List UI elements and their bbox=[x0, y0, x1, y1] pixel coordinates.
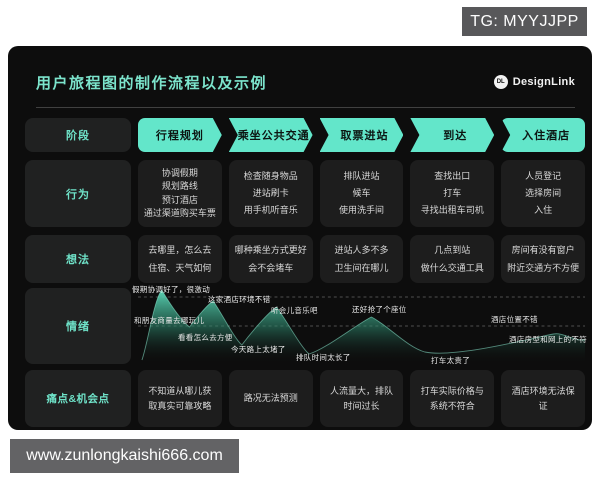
card-header: 用户旅程图的制作流程以及示例 DL DesignLink bbox=[25, 72, 585, 92]
behavior-item: 进站刷卡 bbox=[252, 188, 289, 199]
thought-row: 想法 去哪里，怎么去 住宿、天气如何 哪种乘坐方式更好 会不会堵车 进站人多不多… bbox=[25, 235, 585, 283]
emotion-area-chart-svg bbox=[138, 289, 585, 364]
emotion-annotation: 看看怎么去方便 bbox=[178, 333, 233, 342]
thought-item: 去哪里，怎么去 bbox=[148, 244, 212, 255]
pain-cell: 路况无法预测 bbox=[228, 370, 313, 427]
thought-cell: 房间有没有窗户 附近交通方不方便 bbox=[501, 235, 585, 283]
behavior-cell: 查找出口 打车 寻找出租车司机 bbox=[410, 160, 495, 227]
behavior-item: 查找出口 bbox=[434, 171, 471, 182]
stage-arrow-hotel-checkin: 入住酒店 bbox=[501, 118, 585, 152]
thought-item: 几点到站 bbox=[434, 244, 471, 255]
behavior-item: 打车 bbox=[443, 188, 462, 199]
thought-cell: 进站人多不多 卫生间在哪儿 bbox=[319, 235, 404, 283]
emotion-annotation: 这家酒店环境不错 bbox=[208, 295, 271, 304]
thought-row-label: 想法 bbox=[25, 235, 131, 283]
behavior-item: 排队进站 bbox=[343, 171, 380, 182]
behavior-item: 协调假期 bbox=[161, 167, 198, 178]
emotion-annotation: 假期协调好了，很激动 bbox=[132, 285, 210, 294]
website-watermark-badge: www.zunlongkaishi666.com bbox=[10, 439, 239, 473]
brand-monogram-icon: DL bbox=[493, 75, 508, 89]
emotion-row-label: 情绪 bbox=[25, 288, 131, 364]
thought-cell: 去哪里，怎么去 住宿、天气如何 bbox=[138, 235, 222, 283]
behavior-row: 行为 协调假期 规划路线 预订酒店 通过渠道购买车票 检查随身物品 进站刷卡 用… bbox=[25, 160, 585, 227]
thought-item: 住宿、天气如何 bbox=[148, 262, 212, 273]
stage-row-label: 阶段 bbox=[25, 118, 131, 152]
thought-item: 房间有没有窗户 bbox=[511, 244, 575, 255]
thought-item: 哪种乘坐方式更好 bbox=[234, 244, 307, 255]
thought-cell: 哪种乘坐方式更好 会不会堵车 bbox=[228, 235, 313, 283]
behavior-cell: 检查随身物品 进站刷卡 用手机听音乐 bbox=[228, 160, 313, 227]
header-divider bbox=[36, 107, 575, 108]
pain-cell: 打车实际价格与系统不符合 bbox=[410, 370, 495, 427]
thought-item: 进站人多不多 bbox=[334, 244, 389, 255]
tg-watermark-badge: TG: MYYJJPP bbox=[462, 7, 587, 36]
emotion-annotation: 听会儿音乐吧 bbox=[271, 306, 318, 315]
brand-logo: DL DesignLink bbox=[493, 75, 575, 89]
behavior-cell: 人员登记 选择房间 入住 bbox=[501, 160, 585, 227]
pain-row-label: 痛点&机会点 bbox=[25, 370, 131, 427]
pain-cell: 不知道从哪儿获取真实可靠攻略 bbox=[138, 370, 222, 427]
emotion-row: 情绪 假期协调好了，很激动 这家酒店环境不错 bbox=[25, 285, 587, 365]
behavior-item: 使用洗手间 bbox=[338, 205, 384, 216]
stage-arrow-ticket-entry: 取票进站 bbox=[320, 118, 404, 152]
emotion-annotation: 酒店房型和网上的不符 bbox=[509, 335, 587, 344]
behavior-cell: 排队进站 候车 使用洗手间 bbox=[319, 160, 404, 227]
thought-item: 会不会堵车 bbox=[248, 262, 294, 273]
behavior-item: 候车 bbox=[352, 188, 371, 199]
behavior-item: 通过渠道购买车票 bbox=[143, 208, 216, 219]
thought-item: 做什么交通工具 bbox=[420, 262, 484, 273]
pain-row: 痛点&机会点 不知道从哪儿获取真实可靠攻略 路况无法预测 人流量大，排队时间过长… bbox=[25, 370, 585, 427]
emotion-curve-chart: 假期协调好了，很激动 这家酒店环境不错 和朋友商量去哪玩儿 看看怎么去方便 今天… bbox=[132, 285, 587, 365]
behavior-item: 人员登记 bbox=[525, 171, 562, 182]
thought-cell: 几点到站 做什么交通工具 bbox=[410, 235, 495, 283]
behavior-item: 检查随身物品 bbox=[243, 171, 298, 182]
behavior-item: 预订酒店 bbox=[161, 194, 198, 205]
behavior-item: 选择房间 bbox=[525, 188, 562, 199]
emotion-annotation: 今天路上太堵了 bbox=[231, 345, 286, 354]
emotion-annotation: 和朋友商量去哪玩儿 bbox=[134, 316, 205, 325]
journey-map-card: 用户旅程图的制作流程以及示例 DL DesignLink 阶段 行程规划 乘坐公… bbox=[8, 46, 592, 430]
behavior-row-label: 行为 bbox=[25, 160, 131, 227]
emotion-annotation: 排队时间太长了 bbox=[296, 353, 351, 362]
thought-item: 卫生间在哪儿 bbox=[334, 262, 389, 273]
page-title: 用户旅程图的制作流程以及示例 bbox=[36, 74, 268, 92]
behavior-item: 规划路线 bbox=[161, 181, 198, 192]
emotion-area-path bbox=[141, 290, 585, 364]
emotion-annotation: 酒店位置不错 bbox=[491, 315, 538, 324]
behavior-item: 入住 bbox=[534, 205, 553, 216]
stage-row: 阶段 行程规划 乘坐公共交通 取票进站 到达 入住酒店 bbox=[25, 118, 585, 152]
behavior-item: 寻找出租车司机 bbox=[420, 205, 484, 216]
pain-cell: 人流量大，排队时间过长 bbox=[319, 370, 404, 427]
emotion-annotation: 打车太贵了 bbox=[431, 356, 470, 365]
emotion-annotation: 还好抢了个座位 bbox=[352, 305, 407, 314]
stage-arrow-trip-planning: 行程规划 bbox=[138, 118, 222, 152]
pain-cell: 酒店环境无法保证 bbox=[501, 370, 585, 427]
thought-item: 附近交通方不方便 bbox=[507, 262, 580, 273]
emotion-curve-stroke bbox=[141, 289, 585, 361]
behavior-cell: 协调假期 规划路线 预订酒店 通过渠道购买车票 bbox=[138, 160, 222, 227]
brand-name: DesignLink bbox=[512, 76, 575, 88]
behavior-item: 用手机听音乐 bbox=[243, 205, 298, 216]
stage-arrow-arrival: 到达 bbox=[410, 118, 494, 152]
stage-arrow-public-transport: 乘坐公共交通 bbox=[229, 118, 313, 152]
